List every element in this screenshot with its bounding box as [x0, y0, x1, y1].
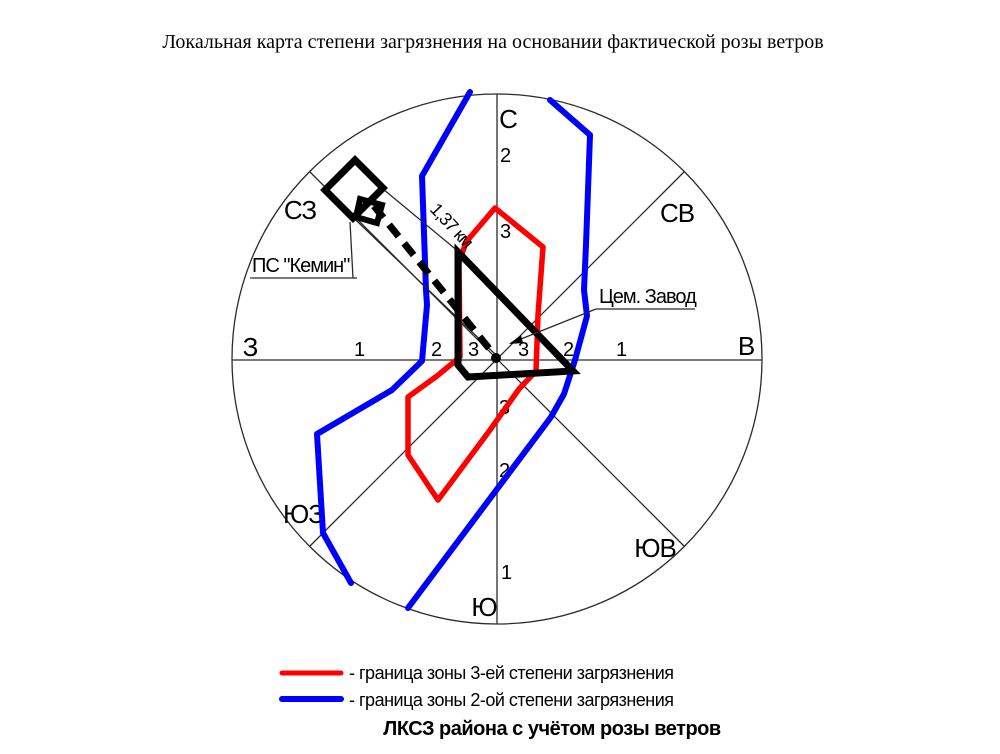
dir-southeast: ЮВ — [634, 533, 676, 563]
dir-south: Ю — [471, 592, 497, 622]
scale-east-1: 1 — [616, 339, 627, 361]
dir-northeast: СВ — [660, 198, 694, 228]
legend-zone2-label: - граница зоны 2-ой степени загрязнения — [349, 690, 674, 710]
scale-west-1: 1 — [354, 339, 365, 361]
compass-labels: С СВ В ЮВ Ю ЮЗ З СЗ — [243, 104, 756, 622]
legend-zone3-label: - граница зоны 3-ей степени загрязнения — [349, 663, 674, 683]
substation-callout: ПС "Кемин" — [250, 221, 357, 279]
plant-triangle — [454, 243, 581, 381]
dir-north: С — [499, 104, 517, 134]
scale-south-1: 1 — [501, 562, 512, 584]
distance-label: 1,37 км — [426, 199, 477, 252]
scale-west-3: 3 — [468, 339, 479, 361]
substation-building — [320, 155, 388, 227]
plant-center-dot — [491, 353, 501, 363]
scale-east-2: 2 — [563, 339, 574, 361]
plant-leader-line — [510, 308, 597, 344]
scale-north-3: 3 — [500, 221, 511, 243]
zone2-boundary-west — [314, 89, 473, 586]
map-caption: ЛКСЗ района с учётом розы ветров — [383, 718, 721, 740]
substation-leader-line — [349, 221, 354, 279]
plant-callout: Цем. Завод — [509, 286, 698, 344]
scale-west-2: 2 — [431, 339, 442, 361]
scale-east-3: 3 — [518, 339, 529, 361]
corridor-line-upper — [382, 188, 460, 253]
dir-east: В — [738, 331, 754, 361]
legend: - граница зоны 3-ей степени загрязнения … — [279, 663, 721, 740]
dir-southwest: ЮЗ — [283, 499, 323, 529]
plant-label: Цем. Завод — [599, 286, 697, 308]
dir-west: З — [243, 332, 258, 362]
dir-northwest: СЗ — [284, 195, 316, 225]
substation-label: ПС "Кемин" — [252, 255, 350, 277]
scale-north-2: 2 — [500, 145, 511, 167]
page-title: Локальная карта степени загрязнения на о… — [162, 31, 823, 53]
route-dashed-line — [371, 203, 499, 360]
zone2-boundary-east — [405, 97, 593, 611]
plant-leader-arrowhead — [509, 335, 523, 344]
substation-annex-wall — [352, 195, 386, 227]
